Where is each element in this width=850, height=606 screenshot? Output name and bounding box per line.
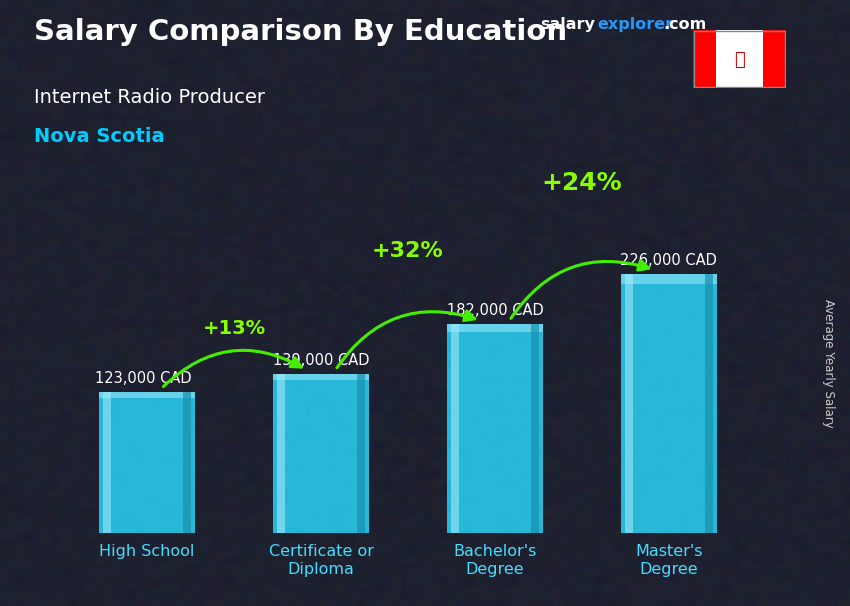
Bar <box>447 324 543 533</box>
Bar <box>763 30 786 88</box>
Text: 139,000 CAD: 139,000 CAD <box>273 353 369 368</box>
Bar <box>273 373 369 380</box>
Text: salary: salary <box>540 17 595 32</box>
Bar <box>99 392 195 398</box>
Text: Internet Radio Producer: Internet Radio Producer <box>34 88 265 107</box>
Bar <box>357 373 365 533</box>
Text: +32%: +32% <box>372 241 444 261</box>
Text: .com: .com <box>663 17 706 32</box>
Bar <box>625 273 632 533</box>
Bar <box>621 273 717 284</box>
Text: Average Yearly Salary: Average Yearly Salary <box>822 299 836 428</box>
Text: 🍁: 🍁 <box>734 52 745 69</box>
Bar <box>621 273 717 533</box>
Text: Nova Scotia: Nova Scotia <box>34 127 165 146</box>
Text: +24%: +24% <box>541 171 622 195</box>
Bar <box>273 373 369 533</box>
Bar <box>103 392 110 533</box>
Bar <box>531 324 539 533</box>
Text: 123,000 CAD: 123,000 CAD <box>95 371 192 386</box>
Bar <box>693 30 716 88</box>
Bar <box>706 273 713 533</box>
Bar <box>451 324 459 533</box>
Text: +13%: +13% <box>202 319 265 338</box>
Bar <box>716 30 763 88</box>
Bar <box>277 373 285 533</box>
Text: Salary Comparison By Education: Salary Comparison By Education <box>34 18 567 46</box>
Bar <box>99 392 195 533</box>
Text: 182,000 CAD: 182,000 CAD <box>446 304 543 318</box>
Bar <box>447 324 543 333</box>
Text: 226,000 CAD: 226,000 CAD <box>620 253 717 268</box>
Text: explorer: explorer <box>598 17 674 32</box>
Bar <box>184 392 191 533</box>
